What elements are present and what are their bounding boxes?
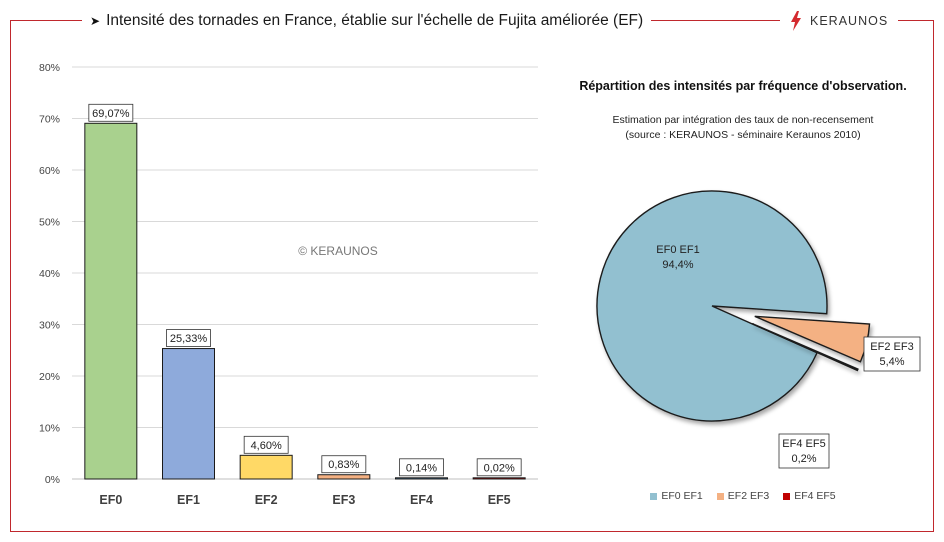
legend-label: EF2 EF3 — [727, 490, 770, 502]
pie-subtitle-line-1: Estimation par intégration des taux de n… — [612, 114, 874, 126]
logo-text: KERAUNOS — [810, 14, 889, 28]
lightning-icon — [791, 11, 801, 31]
y-tick-label: 80% — [39, 62, 60, 74]
y-tick-label: 40% — [39, 268, 60, 280]
category-label: EF5 — [488, 493, 511, 507]
y-tick-label: 10% — [39, 423, 60, 435]
legend-swatch — [650, 492, 658, 500]
legend-item: EF4 EF5 — [783, 490, 836, 502]
data-label: 25,33% — [170, 333, 208, 345]
category-label: EF2 — [255, 493, 278, 507]
bar-ef2 — [239, 454, 293, 480]
pie-subtitle-line-2: (source : KERAUNOS - séminaire Keraunos … — [625, 129, 861, 141]
y-tick-label: 30% — [39, 320, 60, 332]
bar-ef1 — [162, 348, 215, 480]
category-label: EF1 — [177, 493, 200, 507]
data-label-box — [166, 329, 211, 347]
data-label: 0,02% — [484, 462, 515, 474]
watermark: © KERAUNOS — [298, 244, 378, 258]
y-tick-label: 60% — [39, 165, 60, 177]
bar-ef5 — [472, 477, 526, 480]
data-label-box — [243, 435, 289, 454]
legend-item: EF2 EF3 — [716, 490, 770, 502]
legend-label: EF0 EF1 — [661, 490, 703, 502]
y-tick-label: 70% — [39, 114, 60, 126]
bar-ef4 — [395, 477, 448, 480]
data-label: 0,14% — [406, 462, 437, 474]
pie-subtitle: Estimation par intégration des taux de n… — [548, 113, 938, 143]
bar-ef3 — [317, 474, 371, 480]
data-label: 0,83% — [328, 459, 359, 471]
page-title-text: Intensité des tornades en France, établi… — [106, 12, 644, 29]
y-tick-label: 50% — [39, 217, 60, 229]
arrow-icon: ➤ — [90, 14, 101, 28]
legend-item: EF0 EF1 — [650, 490, 703, 502]
category-label: EF3 — [332, 493, 355, 507]
legend-swatch — [716, 492, 724, 500]
y-tick-label: 20% — [39, 371, 60, 383]
data-label: 69,07% — [92, 108, 130, 120]
bar-ef0 — [84, 122, 138, 480]
legend-swatch — [783, 492, 791, 500]
legend-label: EF4 EF5 — [794, 490, 836, 502]
bar-chart: 69,07% 25,33% 4,60% 0,83% 0,14% 0,02% 0% 10% 20… — [39, 62, 538, 507]
pie-legend: EF0 EF1 EF2 EF3 EF4 EF5 — [548, 490, 938, 502]
data-label-box — [88, 103, 134, 122]
data-label-box — [399, 458, 444, 477]
data-label-box — [321, 455, 367, 474]
y-tick-label: 0% — [45, 474, 60, 486]
category-label: EF4 — [410, 493, 433, 507]
category-label: EF0 — [99, 493, 122, 507]
pie-title: Répartition des intensités par fréquence… — [579, 79, 907, 93]
page-title: ➤ Intensité des tornades en France, étab… — [82, 10, 652, 32]
data-label: 4,60% — [251, 440, 282, 452]
data-label-box — [476, 458, 522, 477]
keraunos-logo: KERAUNOS — [780, 10, 899, 32]
